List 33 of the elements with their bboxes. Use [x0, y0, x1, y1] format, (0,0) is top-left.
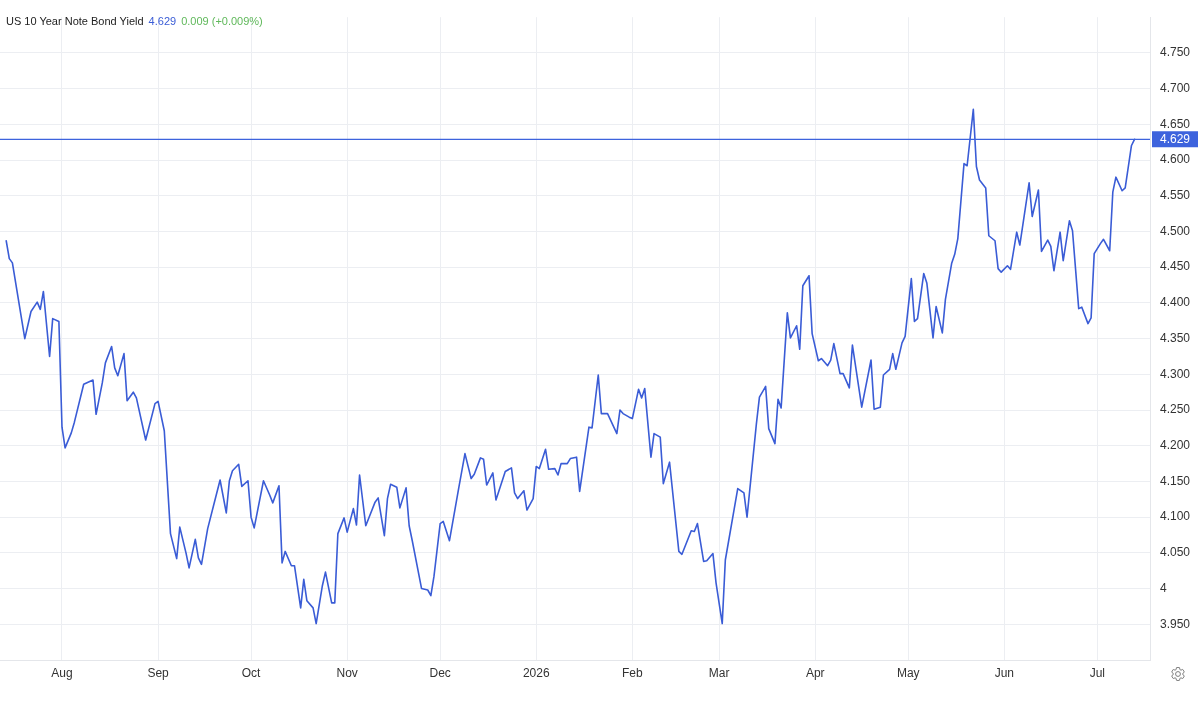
y-tick-label: 4.600	[1160, 152, 1191, 167]
y-tick-label: 4.200	[1160, 438, 1191, 453]
y-tick-label: 4.700	[1160, 80, 1191, 95]
y-tick-label: 4.650	[1160, 116, 1191, 131]
x-tick-label: Nov	[336, 665, 358, 680]
y-tick-label: 4.550	[1160, 188, 1191, 203]
x-tick-label: Feb	[622, 665, 644, 680]
x-tick-label: May	[896, 665, 920, 680]
x-tick-label: 2026	[522, 665, 550, 680]
y-tick-label: 4.400	[1160, 295, 1191, 310]
y-tick-label: 4.050	[1160, 545, 1191, 560]
y-tick-label: 4.450	[1160, 259, 1191, 274]
y-tick-label: 4.350	[1160, 330, 1191, 345]
y-tick-label: 4	[1160, 580, 1167, 595]
ref-line-label: 4.629	[1159, 132, 1191, 147]
x-tick-label: Jul	[1089, 665, 1105, 680]
y-tick-label: 4.100	[1160, 509, 1191, 524]
x-tick-label: Aug	[51, 665, 73, 680]
annotation: 4.629	[148, 15, 177, 27]
y-tick-label: 4.750	[1160, 45, 1191, 60]
x-tick-label: Jun	[994, 665, 1014, 680]
x-tick-label: Dec	[429, 665, 451, 680]
y-tick-label: 4.300	[1160, 366, 1191, 381]
x-tick-label: Mar	[708, 665, 730, 680]
x-tick-label: Sep	[147, 665, 170, 680]
chart-title: US 10 Year Note Bond Yield	[6, 15, 144, 27]
y-tick-label: 4.250	[1160, 402, 1191, 417]
x-tick-label: Apr	[805, 665, 825, 680]
y-tick-label: 4.150	[1160, 473, 1191, 488]
y-tick-label: 3.950	[1160, 616, 1191, 631]
x-tick-label: Oct	[241, 665, 262, 680]
annotation: 0.009 (+0.009%)	[181, 15, 263, 27]
y-tick-label: 4.500	[1160, 223, 1191, 238]
